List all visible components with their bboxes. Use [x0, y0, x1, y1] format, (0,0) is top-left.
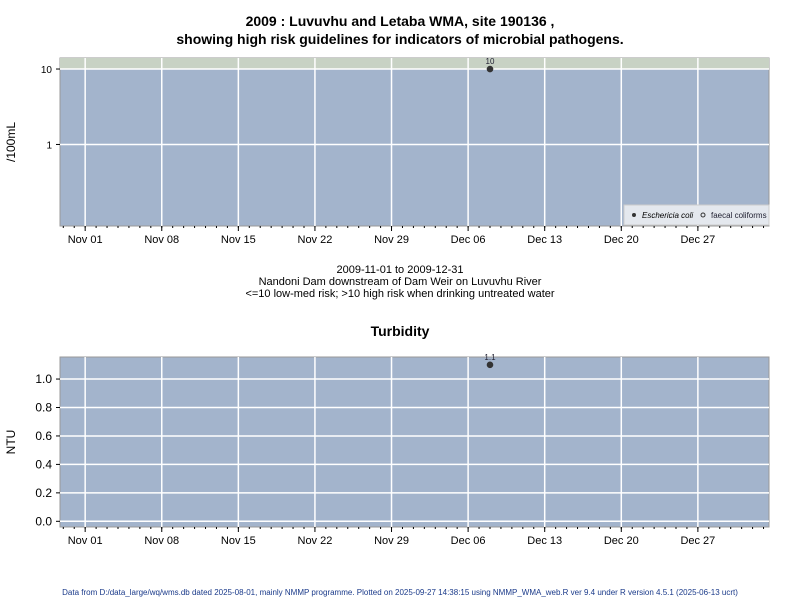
microbial-xtick-label: Nov 15 [221, 234, 256, 246]
microbial-xtick-label: Dec 27 [680, 234, 715, 246]
turbidity-ytick-label: 0.8 [35, 401, 52, 415]
turbidity-xtick-label: Nov 22 [298, 535, 333, 547]
turbidity-xtick-label: Nov 15 [221, 535, 256, 547]
microbial-ytick-label: 1 [46, 140, 52, 151]
caption-guideline: <=10 low-med risk; >10 high risk when dr… [245, 288, 555, 300]
microbial-ytick-label: 10 [41, 65, 53, 76]
turbidity-xtick-label: Dec 06 [451, 535, 486, 547]
turbidity-xtick-label: Nov 08 [144, 535, 179, 547]
microbial-xtick-label: Nov 01 [68, 234, 103, 246]
microbial-panel [59, 57, 770, 227]
microbial-ylabel: /100mL [4, 122, 18, 162]
caption-dates: 2009-11-01 to 2009-12-31 [336, 264, 464, 276]
turbidity-ytick-label: 0.0 [35, 514, 52, 528]
turbidity-xtick-label: Dec 13 [527, 535, 562, 547]
legend-label-ecoli: Eschericia coli [642, 211, 693, 220]
legend-marker-faecal [700, 212, 706, 218]
turbidity-ytick-label: 0.2 [35, 486, 52, 500]
turbidity-ytick-label: 0.4 [35, 457, 52, 471]
microbial-data-label: 10 [486, 57, 495, 66]
turbidity-data-point [486, 361, 494, 369]
chart-title-line1: 2009 : Luvuvhu and Letaba WMA, site 1901… [245, 13, 555, 29]
turbidity-ylabel: NTU [4, 430, 18, 455]
turbidity-title: Turbidity [370, 323, 430, 339]
microbial-xtick-label: Dec 13 [527, 234, 562, 246]
legend-marker-ecoli [632, 213, 636, 217]
chart-title-line2: showing high risk guidelines for indicat… [176, 31, 624, 47]
turbidity-xtick-label: Nov 29 [374, 535, 409, 547]
microbial-high-risk-band [60, 58, 769, 70]
microbial-xtick-label: Nov 22 [298, 234, 333, 246]
turbidity-ytick-label: 1.0 [35, 372, 52, 386]
caption-site: Nandoni Dam downstream of Dam Weir on Lu… [258, 276, 542, 288]
legend-label-faecal: faecal coliforms [711, 211, 767, 220]
turbidity-ytick-label: 0.6 [35, 429, 52, 443]
microbial-xtick-label: Dec 20 [604, 234, 639, 246]
turbidity-xtick-label: Nov 01 [68, 535, 103, 547]
microbial-xtick-label: Nov 29 [374, 234, 409, 246]
footer-note: Data from D:/data_large/wq/wms.db dated … [62, 588, 738, 597]
turbidity-xtick-label: Dec 20 [604, 535, 639, 547]
microbial-xtick-label: Dec 06 [451, 234, 486, 246]
microbial-xtick-label: Nov 08 [144, 234, 179, 246]
turbidity-data-label: 1.1 [484, 353, 496, 362]
turbidity-panel [59, 356, 770, 528]
microbial-data-point [486, 65, 494, 73]
legend-box [623, 204, 770, 226]
turbidity-xtick-label: Dec 27 [680, 535, 715, 547]
